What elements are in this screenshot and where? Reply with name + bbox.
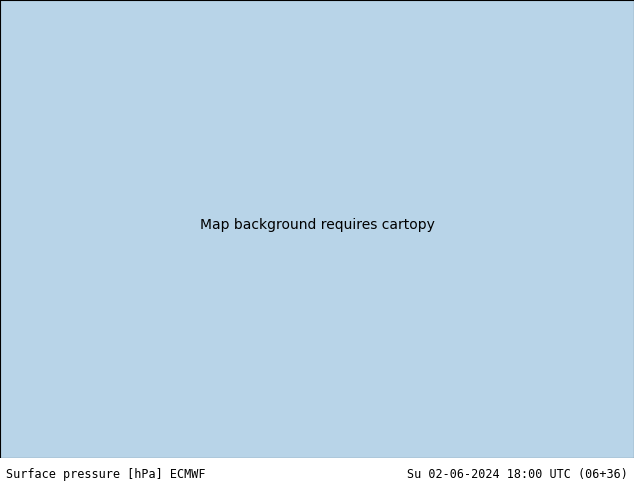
Text: Map background requires cartopy: Map background requires cartopy — [200, 218, 434, 232]
Text: Surface pressure [hPa] ECMWF: Surface pressure [hPa] ECMWF — [6, 467, 206, 481]
Text: Su 02-06-2024 18:00 UTC (06+36): Su 02-06-2024 18:00 UTC (06+36) — [407, 467, 628, 481]
